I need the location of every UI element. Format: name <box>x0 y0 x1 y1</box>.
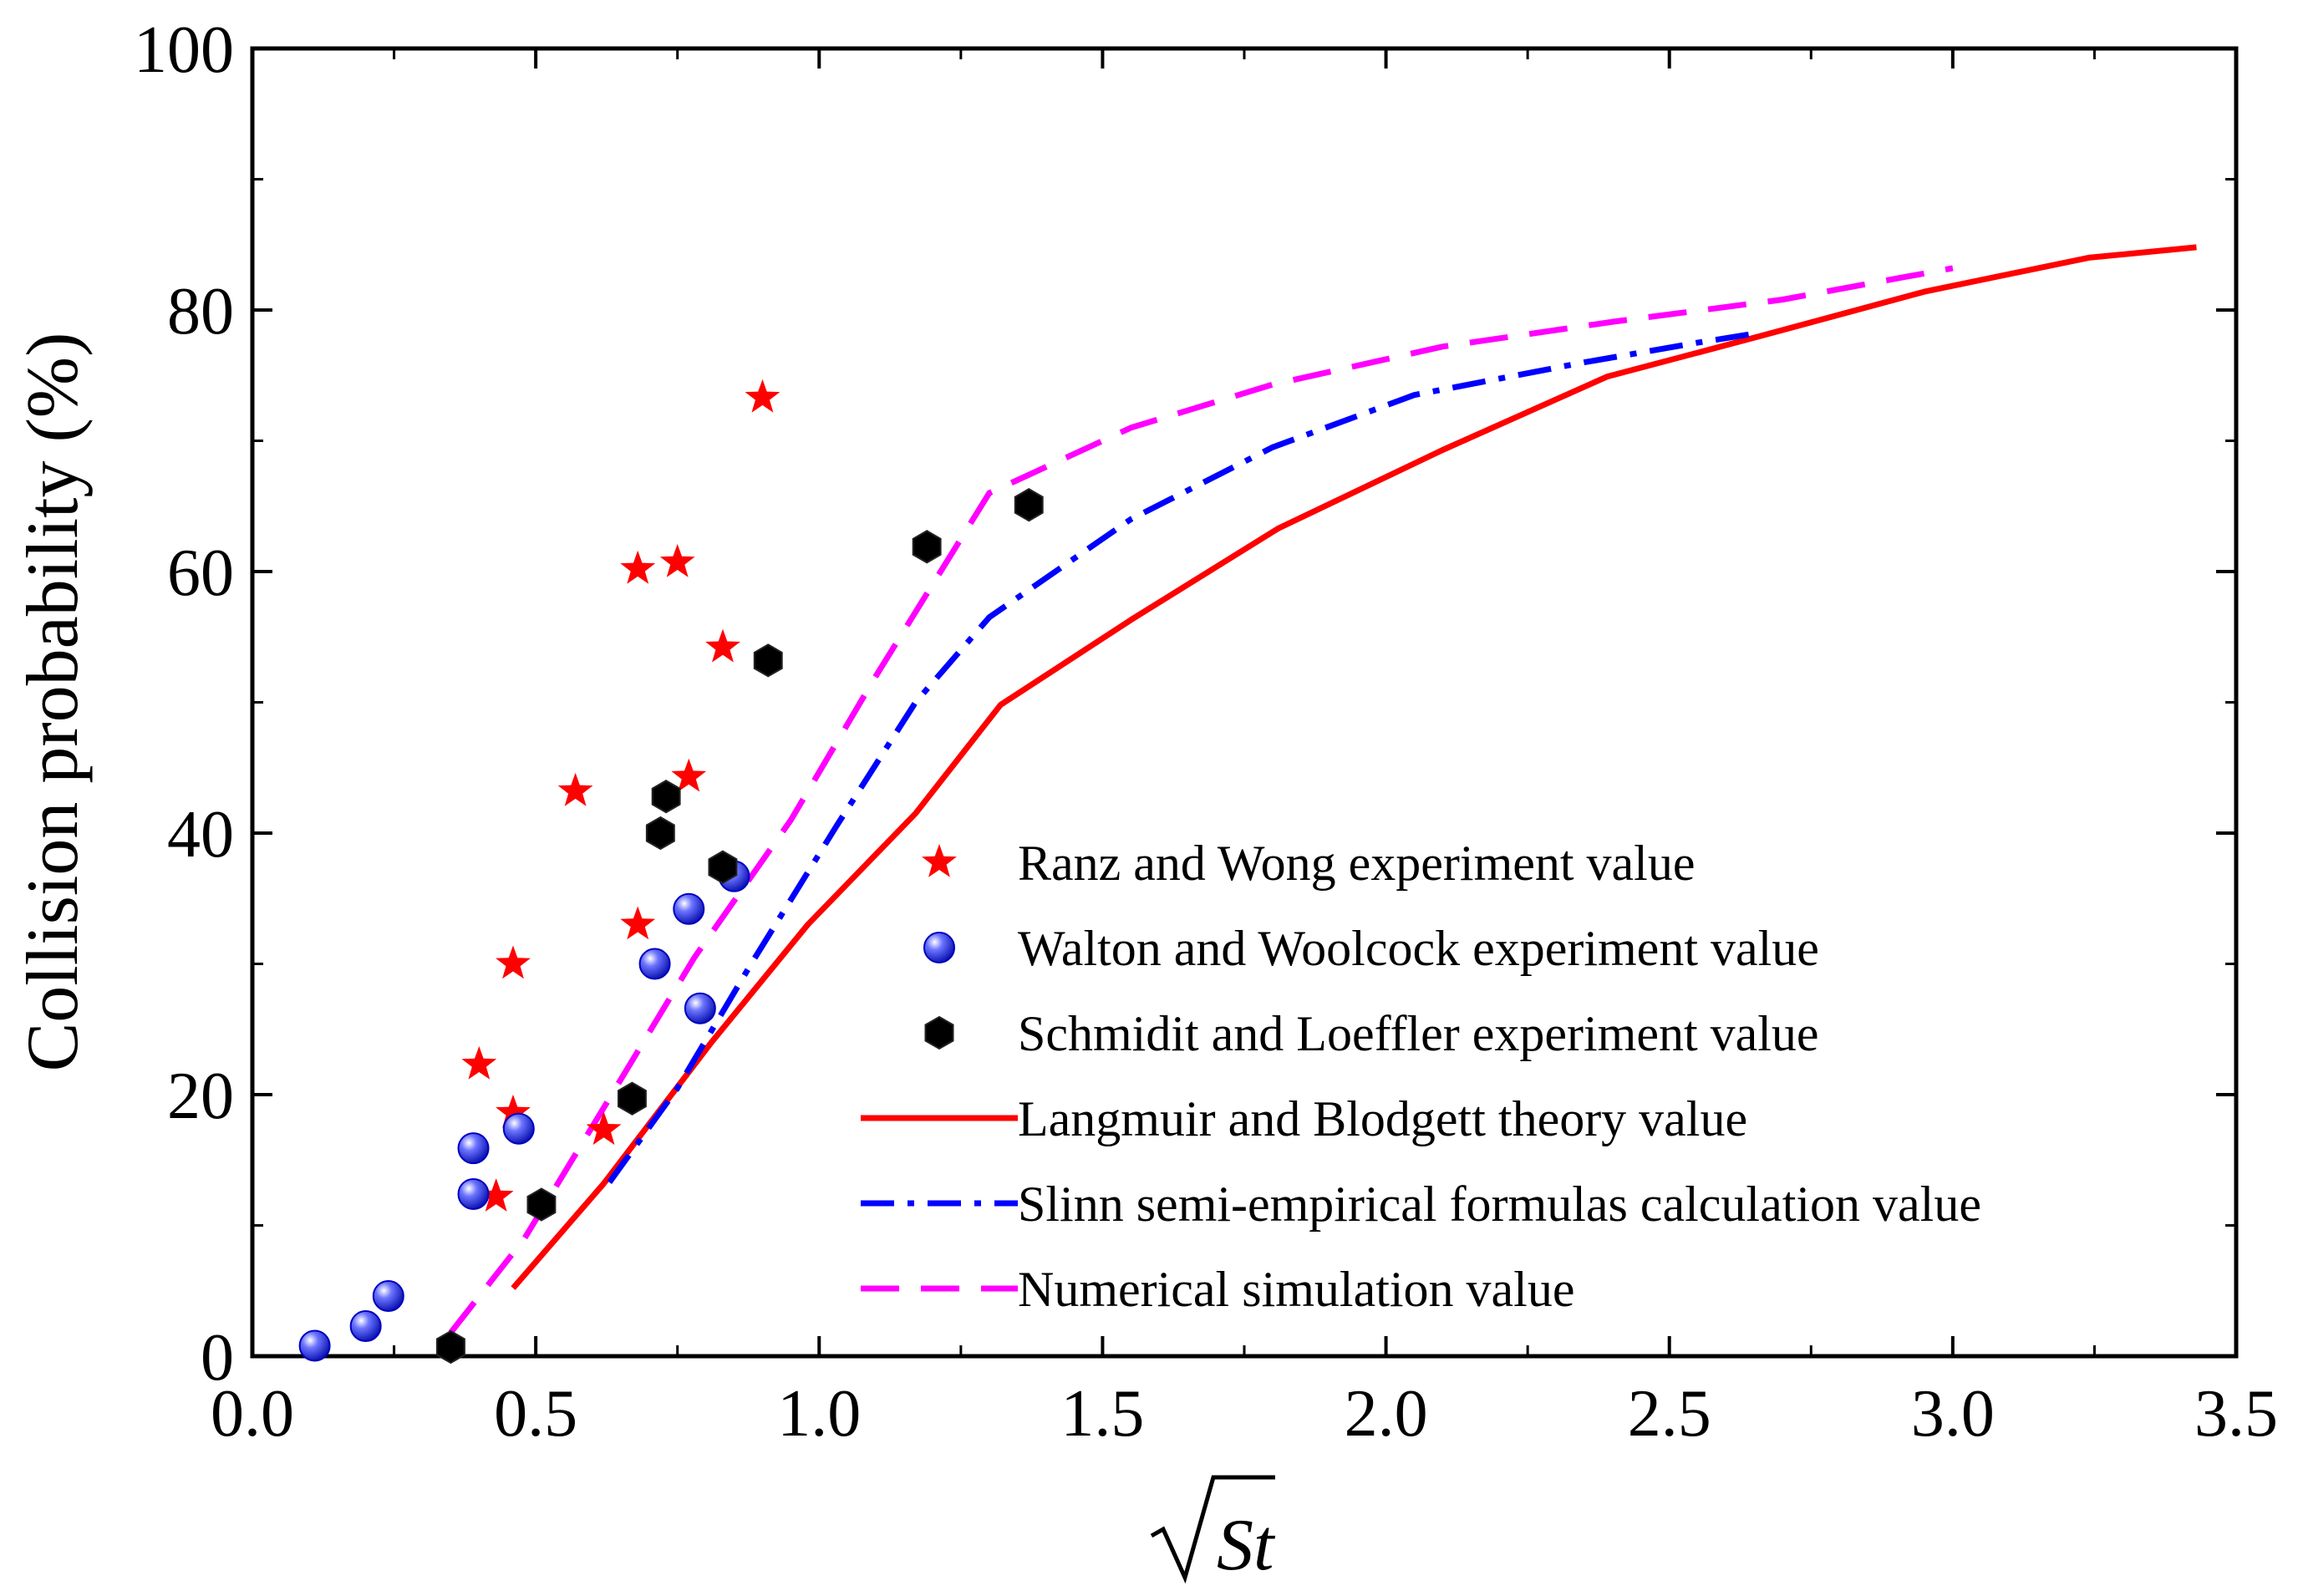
data-point-hexagon <box>1014 488 1044 522</box>
data-point-sphere <box>638 948 671 980</box>
data-point-sphere <box>298 1329 331 1362</box>
data-point-hexagon <box>526 1187 557 1222</box>
legend-item-slinn-semi-empirical-formulas-calculation-value: Slinn semi-empirical formulas calculatio… <box>861 1177 1981 1232</box>
legend-item-ranz-and-wong-experiment-value: Ranz and Wong experiment value <box>922 836 1695 891</box>
data-point-hexagon <box>435 1329 465 1365</box>
data-point-star <box>620 906 656 940</box>
series-ranz-and-wong-experiment-value <box>461 379 780 1212</box>
data-point-star <box>478 1178 514 1212</box>
legend-marker-sphere <box>923 932 955 963</box>
y-axis-title: Collision probability (%) <box>13 333 94 1072</box>
x-axis-title: St <box>1150 1475 1276 1586</box>
legend-item-schmidit-and-loeffler-experiment-value: Schmidit and Loeffler experiment value <box>924 1006 1819 1061</box>
tick-labels: 0.0 0.5 1.0 1.5 2.0 2.5 3.0 3.5 0 20 40 60 80 100 <box>134 13 2278 1451</box>
data-point-hexagon <box>645 816 675 851</box>
series-line-slinn-semi-empirical-formulas-calculation-value <box>607 330 1756 1184</box>
series-schmidit-and-loeffler-experiment-value <box>435 488 1044 1365</box>
legend-item-langmuir-and-blodgett-theory-value: Langmuir and Blodgett theory value <box>861 1091 1747 1146</box>
data-point-sphere <box>349 1310 382 1343</box>
x-tick-label: 3.5 <box>2194 1377 2278 1451</box>
data-point-star <box>557 772 593 806</box>
x-tick-label: 1.0 <box>777 1377 861 1451</box>
data-point-sphere <box>457 1132 490 1165</box>
legend-marker-hexagon <box>924 1015 954 1050</box>
data-point-sphere <box>502 1112 535 1145</box>
y-tick-label: 40 <box>167 798 234 872</box>
legend-marker-star <box>922 844 957 877</box>
y-tick-label: 0 <box>201 1321 234 1395</box>
data-point-sphere <box>673 892 705 925</box>
x-tick-label: 0.0 <box>211 1377 294 1451</box>
data-point-hexagon <box>912 530 942 564</box>
x-tick-label: 2.0 <box>1345 1377 1428 1451</box>
x-tick-label: 0.5 <box>494 1377 577 1451</box>
data-point-hexagon <box>708 850 738 884</box>
data-point-star <box>671 758 707 792</box>
data-point-star <box>659 544 695 577</box>
y-tick-label: 100 <box>134 13 234 87</box>
x-tick-label: 3.0 <box>1911 1377 1995 1451</box>
y-tick-label: 20 <box>167 1060 234 1133</box>
data-point-star <box>496 945 531 979</box>
series-walton-and-woolcock-experiment-value <box>298 860 750 1362</box>
legend-item-walton-and-woolcock-experiment-value: Walton and Woolcock experiment value <box>923 921 1819 976</box>
data-point-hexagon <box>753 643 783 678</box>
axis-ticks <box>251 47 2238 1358</box>
data-point-star <box>705 628 740 663</box>
series-line-numerical-simulation-value <box>448 265 1954 1334</box>
data-point-hexagon <box>651 780 681 814</box>
data-point-star <box>745 379 780 413</box>
data-point-sphere <box>684 992 716 1024</box>
legend-label: Langmuir and Blodgett theory value <box>1018 1091 1747 1146</box>
legend: Ranz and Wong experiment value Walton and… <box>861 836 1981 1317</box>
x-tick-label: 1.5 <box>1060 1377 1144 1451</box>
data-point-star <box>461 1046 497 1080</box>
y-tick-label: 80 <box>167 275 234 348</box>
legend-item-numerical-simulation-value: Numerical simulation value <box>861 1262 1574 1317</box>
data-point-sphere <box>372 1280 404 1313</box>
legend-label: Numerical simulation value <box>1018 1262 1574 1317</box>
data-point-hexagon <box>618 1081 647 1116</box>
plot-area <box>250 46 2239 1359</box>
data-point-star <box>620 550 656 584</box>
sqrt-radical-icon <box>1150 1475 1275 1584</box>
series-layer <box>298 244 2197 1365</box>
legend-label: Slinn semi-empirical formulas calculatio… <box>1018 1177 1981 1232</box>
legend-label: Walton and Woolcock experiment value <box>1018 921 1819 976</box>
legend-label: Ranz and Wong experiment value <box>1018 836 1695 891</box>
x-tick-label: 2.5 <box>1628 1377 1711 1451</box>
data-point-sphere <box>457 1177 490 1210</box>
series-line-langmuir-and-blodgett-theory-value <box>511 244 2197 1290</box>
legend-label: Schmidit and Loeffler experiment value <box>1018 1006 1819 1061</box>
x-axis-title-text: St <box>1217 1505 1276 1586</box>
data-point-star <box>496 1094 531 1128</box>
data-point-star <box>586 1111 622 1146</box>
y-tick-label: 60 <box>167 536 234 610</box>
